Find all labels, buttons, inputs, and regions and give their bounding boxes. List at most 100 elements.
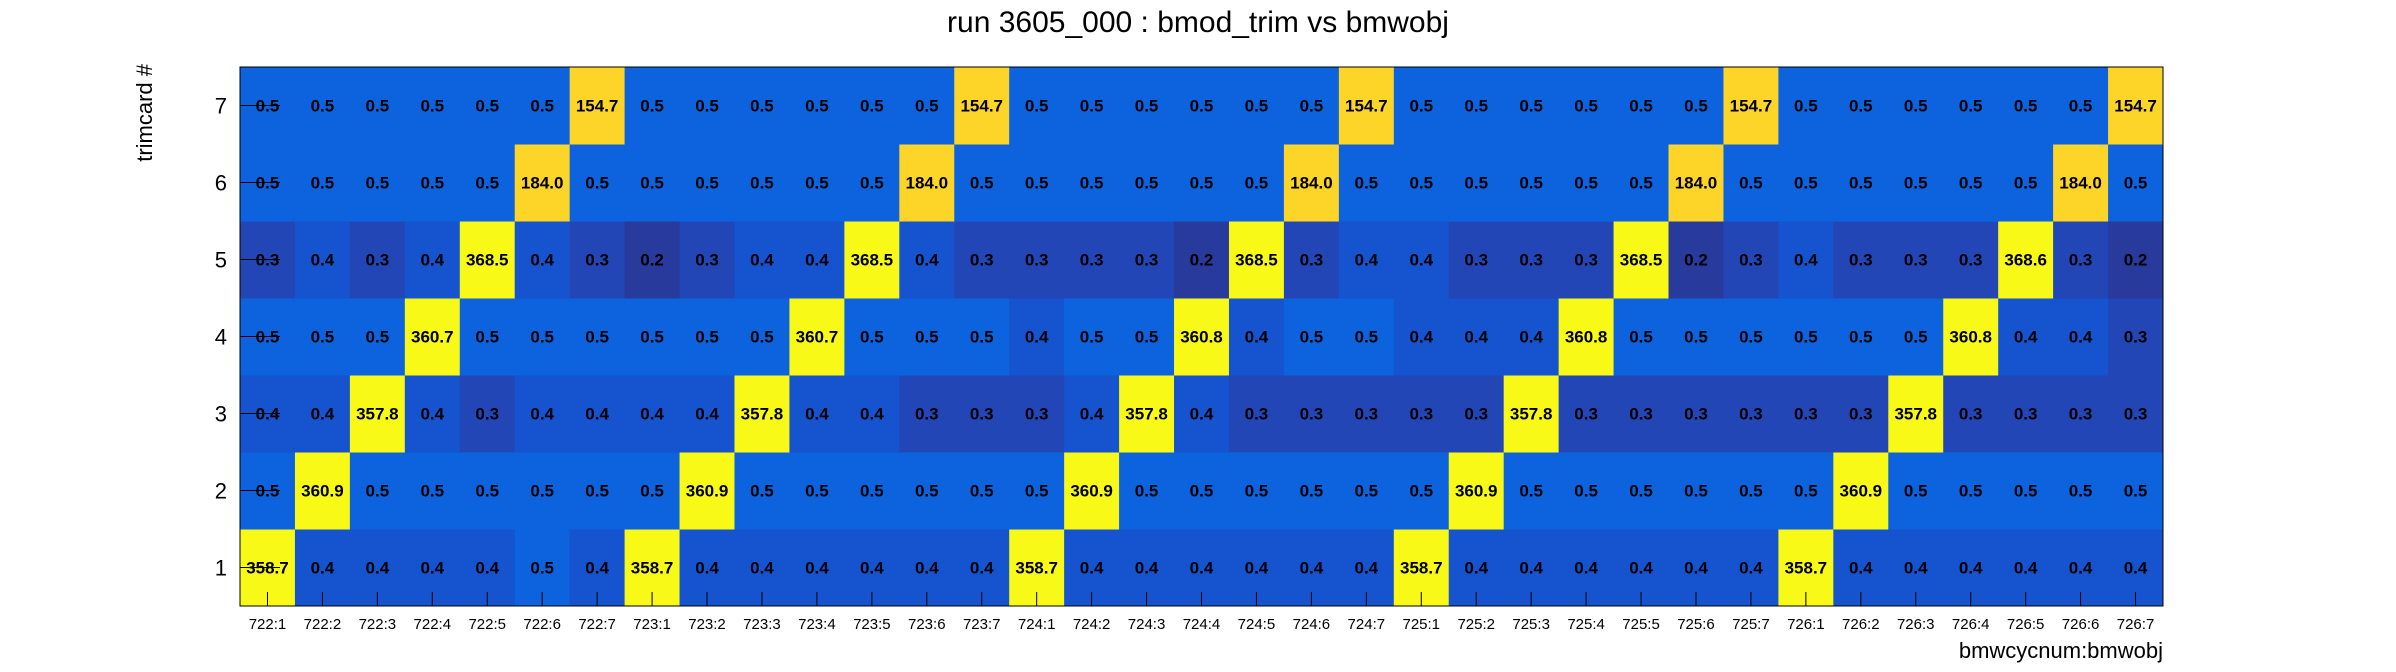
heatmap-cell <box>349 452 406 530</box>
cell-value-label: 0.4 <box>1025 328 1049 347</box>
cell-value-label: 0.3 <box>1025 405 1049 424</box>
cell-value-label: 0.5 <box>860 174 884 193</box>
heatmap-cell <box>1998 144 2054 222</box>
cell-value-label: 0.4 <box>1245 328 1269 347</box>
heatmap-cell <box>789 452 845 530</box>
x-tick-label: 722:2 <box>304 616 342 633</box>
heatmap-cell <box>1228 452 1285 530</box>
heatmap-cell <box>844 452 900 530</box>
heatmap-cell <box>1943 144 1999 222</box>
cell-value-label: 0.3 <box>1519 251 1543 270</box>
heatmap-cell <box>404 452 461 530</box>
heatmap-cell <box>2108 67 2164 145</box>
heatmap-cell <box>1338 67 1395 145</box>
heatmap-cell <box>1009 144 1065 222</box>
x-tick-label: 722:5 <box>468 616 506 633</box>
cell-value-label: 0.4 <box>805 405 829 424</box>
heatmap-cell <box>1064 452 1120 530</box>
cell-value-label: 0.5 <box>750 482 774 501</box>
heatmap-cell <box>679 452 735 530</box>
heatmap-cell <box>1338 375 1395 453</box>
heatmap-cell <box>349 144 406 222</box>
cell-value-label: 0.5 <box>750 328 774 347</box>
heatmap-cell <box>1778 221 1834 299</box>
x-tick-label: 724:6 <box>1293 616 1331 633</box>
cell-value-label: 0.5 <box>420 174 444 193</box>
heatmap-cell <box>734 298 790 376</box>
x-tick-label: 725:4 <box>1567 616 1605 633</box>
cell-value-label: 0.3 <box>1355 405 1379 424</box>
cell-value-label: 0.5 <box>1190 174 1214 193</box>
cell-value-label: 360.9 <box>301 482 344 501</box>
heatmap-cell <box>1119 298 1175 376</box>
heatmap-cell <box>294 452 351 530</box>
cell-value-label: 154.7 <box>1345 97 1388 116</box>
heatmap-cell <box>1283 452 1340 530</box>
cell-value-label: 0.5 <box>420 482 444 501</box>
heatmap-cell <box>514 375 571 453</box>
cell-value-label: 0.4 <box>1464 559 1488 578</box>
cell-value-label: 0.2 <box>2124 251 2148 270</box>
cell-value-label: 0.4 <box>1190 405 1214 424</box>
cell-value-label: 0.4 <box>311 405 335 424</box>
heatmap-cell <box>1283 67 1340 145</box>
heatmap-cell <box>1393 221 1450 299</box>
heatmap-cell <box>1668 144 1724 222</box>
x-axis-label: bmwcycnum:bmwobj <box>1959 638 2163 663</box>
heatmap-cell <box>1174 221 1230 299</box>
heatmap-cell <box>459 375 516 453</box>
cell-value-label: 0.5 <box>530 482 554 501</box>
cell-value-label: 0.4 <box>1794 251 1818 270</box>
cell-value-label: 0.5 <box>1684 482 1708 501</box>
cell-value-label: 358.7 <box>631 559 674 578</box>
cell-value-label: 0.5 <box>585 328 609 347</box>
heatmap-cell <box>2053 67 2109 145</box>
cell-value-label: 0.5 <box>970 328 994 347</box>
cell-value-label: 0.5 <box>1025 97 1049 116</box>
heatmap-cell <box>1448 298 1505 376</box>
cell-value-label: 357.8 <box>356 405 399 424</box>
cell-value-label: 0.3 <box>1300 405 1324 424</box>
cell-value-label: 0.5 <box>1409 174 1433 193</box>
cell-value-label: 0.4 <box>805 559 829 578</box>
cell-value-label: 0.3 <box>2069 251 2093 270</box>
cell-value-label: 0.5 <box>1959 97 1983 116</box>
cell-value-label: 0.5 <box>805 174 829 193</box>
heatmap-cell <box>2108 144 2164 222</box>
cell-value-label: 0.5 <box>530 328 554 347</box>
heatmap-cell <box>1283 375 1340 453</box>
heatmap-cell <box>624 144 681 222</box>
cell-value-label: 0.5 <box>1355 482 1379 501</box>
cell-value-label: 0.4 <box>695 405 719 424</box>
cell-value-label: 0.5 <box>640 97 664 116</box>
cell-value-label: 0.4 <box>585 559 609 578</box>
heatmap-cell <box>1558 221 1615 299</box>
heatmap-cell <box>1119 221 1175 299</box>
cell-value-label: 0.5 <box>1300 328 1324 347</box>
heatmap-cell <box>789 375 845 453</box>
heatmap-cell <box>1723 452 1779 530</box>
heatmap-cell <box>2108 452 2164 530</box>
cell-value-label: 0.3 <box>970 251 994 270</box>
heatmap-cell <box>1558 144 1615 222</box>
cell-value-label: 0.5 <box>1849 174 1873 193</box>
cell-value-label: 0.3 <box>1025 251 1049 270</box>
heatmap-cell <box>459 298 516 376</box>
cell-value-label: 368.5 <box>466 251 509 270</box>
heatmap-cell <box>1778 144 1834 222</box>
cell-value-label: 0.4 <box>311 559 335 578</box>
heatmap-cell <box>569 375 626 453</box>
cell-value-label: 0.5 <box>1245 97 1269 116</box>
cell-value-label: 360.9 <box>1840 482 1883 501</box>
heatmap-cell <box>569 67 626 145</box>
cell-value-label: 360.8 <box>1180 328 1223 347</box>
cell-value-label: 0.4 <box>1190 559 1214 578</box>
heatmap-cell <box>844 144 900 222</box>
heatmap-cell <box>2053 221 2109 299</box>
heatmap-cell <box>1448 144 1505 222</box>
heatmap-cell <box>2108 375 2164 453</box>
cell-value-label: 0.4 <box>805 251 829 270</box>
cell-value-label: 0.3 <box>1629 405 1653 424</box>
heatmap-cell <box>1064 221 1120 299</box>
cell-value-label: 0.5 <box>311 97 335 116</box>
